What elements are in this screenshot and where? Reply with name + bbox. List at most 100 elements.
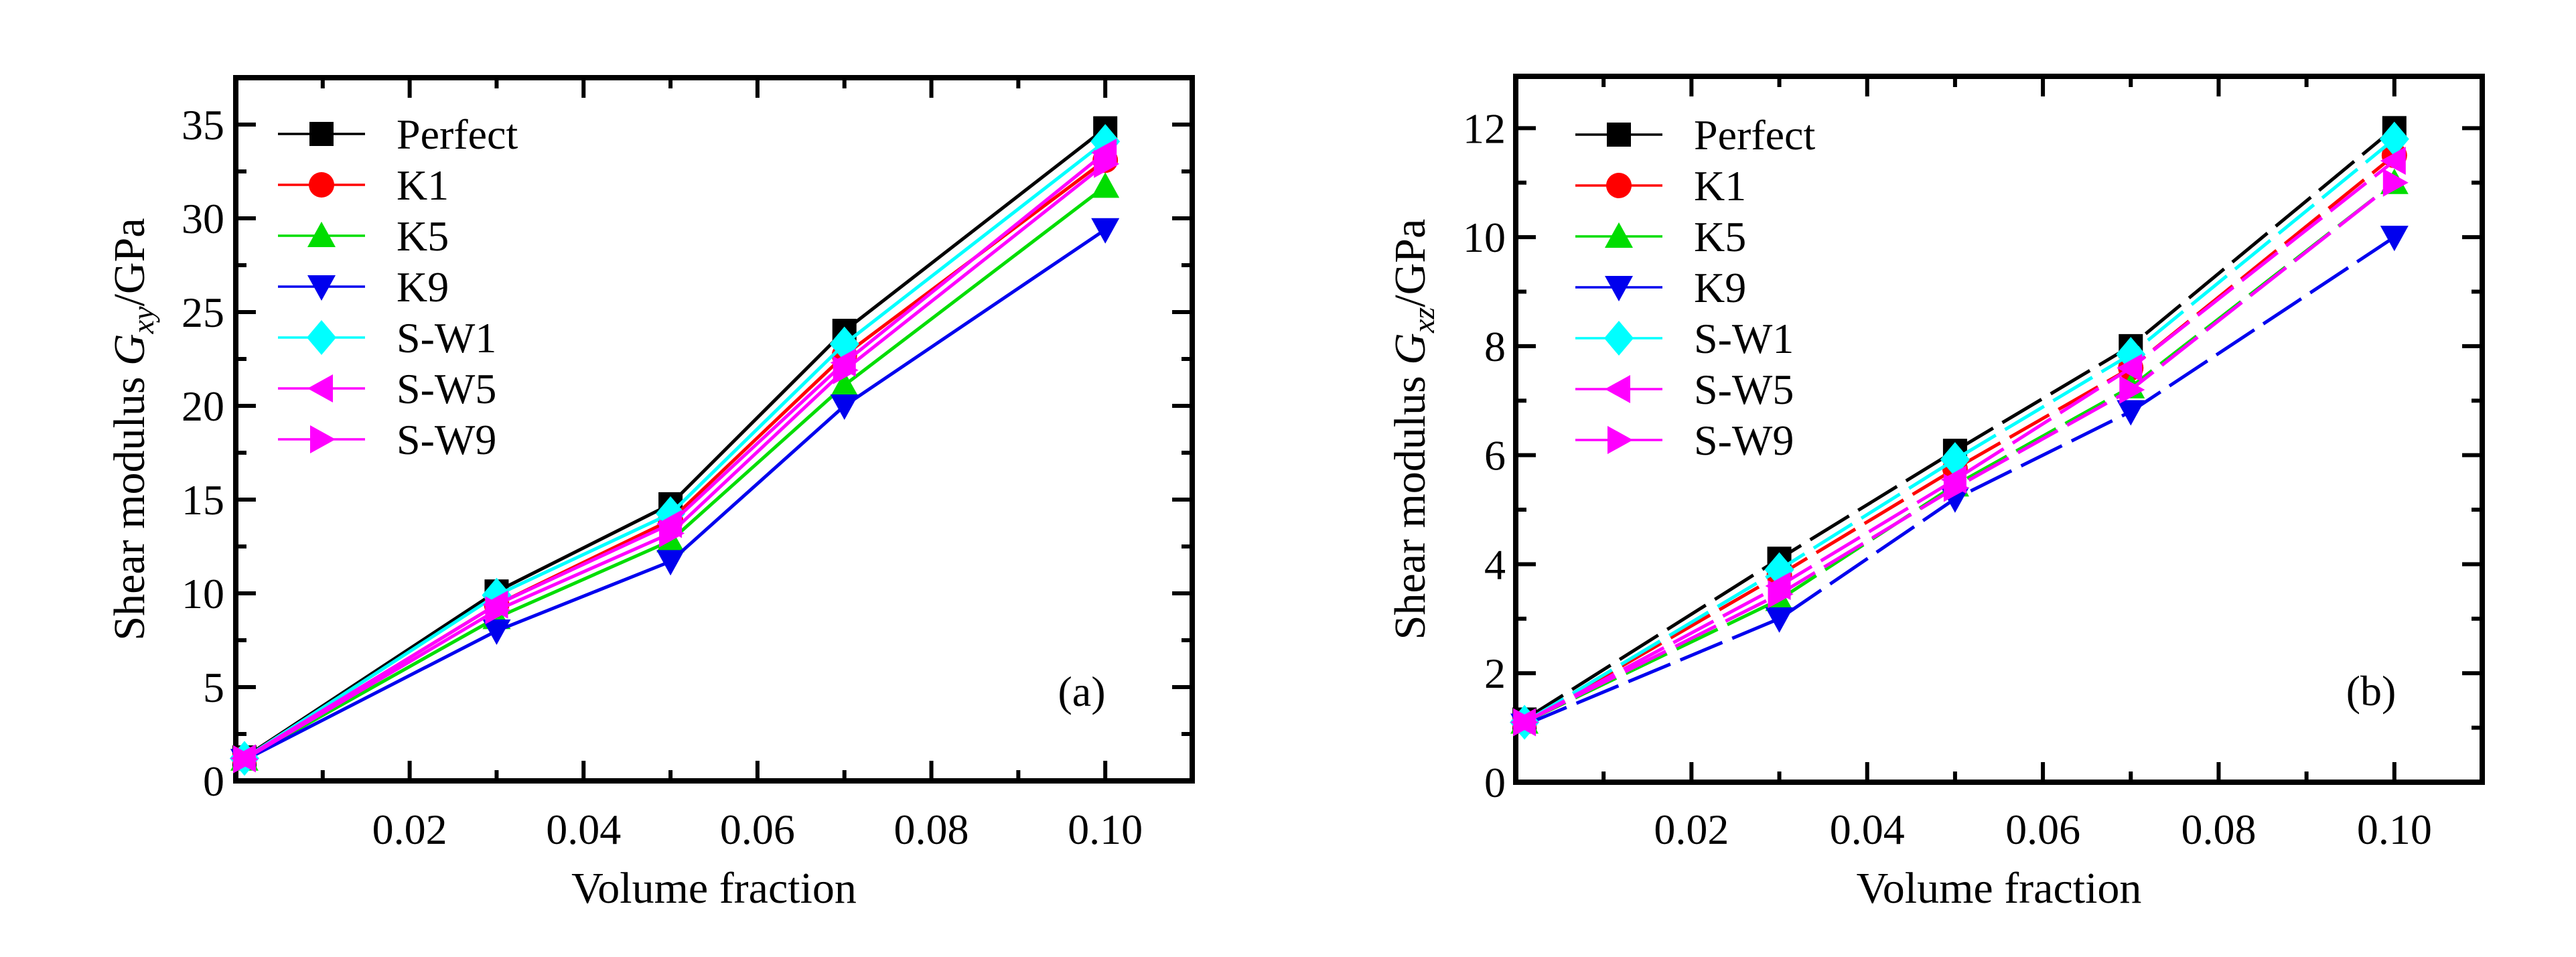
y-tick-labels-a: 0 5 10 15 20 25 30 35 xyxy=(182,101,224,805)
y-tick-label: 2 xyxy=(1484,650,1506,697)
triangle-right-marker xyxy=(485,596,511,625)
y-tick-label: 35 xyxy=(182,101,224,149)
legend-label: K1 xyxy=(397,161,449,209)
triangle-right-marker xyxy=(2119,375,2145,404)
legend-label: K9 xyxy=(1694,264,1746,311)
x-tick-label: 0.02 xyxy=(372,806,447,853)
legend-entry-Perfect: Perfect xyxy=(278,111,518,158)
y-tick-label: 6 xyxy=(1484,432,1506,480)
legend-circle-marker xyxy=(1606,173,1632,198)
x-tick-label: 0.04 xyxy=(546,806,621,853)
x-tick-label: 0.08 xyxy=(2181,806,2256,853)
legend-triangle-up-marker xyxy=(1605,222,1633,248)
legend-label: S-W9 xyxy=(1694,417,1794,464)
legend-triangle-right-marker xyxy=(310,425,336,453)
y-tick-label: 25 xyxy=(182,289,224,336)
series-b-S-W9 xyxy=(1513,168,2409,737)
legend-label: Perfect xyxy=(397,111,518,158)
legend-label: K5 xyxy=(1694,213,1746,261)
triangle-down-marker xyxy=(656,550,685,576)
triangle-up-marker xyxy=(830,371,859,397)
legend-label: K5 xyxy=(397,212,449,260)
legend-entry-S-W5: S-W5 xyxy=(278,365,496,413)
series-line xyxy=(243,140,1106,760)
legend-triangle-down-marker xyxy=(1605,276,1633,301)
legend-entry-S-W5: S-W5 xyxy=(1575,366,1794,413)
legend-triangle-right-marker xyxy=(1607,426,1633,454)
y-axis-title-b: Shear modulus Gxz/GPa xyxy=(1386,219,1441,640)
legend-label: S-W1 xyxy=(1694,315,1794,362)
diamond-marker xyxy=(2379,121,2409,157)
legend-label: S-W9 xyxy=(397,416,496,463)
triangle-right-marker xyxy=(1943,473,1969,502)
triangle-left-marker xyxy=(2380,147,2406,175)
legend-entry-K9: K9 xyxy=(1575,264,1746,311)
y-tick-label: 15 xyxy=(182,476,224,524)
legend-triangle-left-marker xyxy=(1605,375,1630,403)
triangle-right-marker xyxy=(833,356,859,384)
legend-entry-K1: K1 xyxy=(1575,162,1746,210)
triangle-right-marker xyxy=(1513,708,1539,737)
legend-entry-K5: K5 xyxy=(1575,213,1746,261)
x-axis-title-b: Volume fraction xyxy=(1857,864,2142,913)
triangle-right-marker xyxy=(659,519,685,548)
legend-label: S-W1 xyxy=(397,314,496,362)
legend-square-marker xyxy=(309,122,334,146)
series-b-S-W1 xyxy=(1510,121,2409,740)
series-a-Perfect xyxy=(232,116,1118,769)
x-tick-label: 0.06 xyxy=(720,806,795,853)
legend-circle-marker xyxy=(309,172,334,198)
triangle-down-marker xyxy=(1091,218,1120,244)
y-tick-label: 0 xyxy=(203,757,224,805)
legend-diamond-marker xyxy=(1604,321,1634,356)
triangle-right-marker xyxy=(232,745,259,774)
axis-frame-a xyxy=(233,75,1195,784)
x-tick-label: 0.08 xyxy=(894,806,969,853)
legend-entry-S-W9: S-W9 xyxy=(1575,417,1794,464)
x-tick-label: 0.02 xyxy=(1654,806,1729,853)
x-tick-label: 0.10 xyxy=(2357,806,2432,853)
triangle-left-marker xyxy=(2117,354,2143,382)
panel-annotation-a: (a) xyxy=(1058,668,1105,715)
y-tick-label: 10 xyxy=(1463,214,1506,261)
series-line xyxy=(1523,137,2396,724)
legend-label: S-W5 xyxy=(1694,366,1794,413)
legend-entry-K5: K5 xyxy=(278,212,449,260)
ticks-a xyxy=(236,78,1192,781)
panel-a: 0.02 0.04 0.06 0.08 0.10 0 5 10 15 20 25 30 35 Volume… xyxy=(105,75,1195,913)
series-a-S-W9 xyxy=(232,149,1120,774)
y-tick-label: 8 xyxy=(1484,323,1506,370)
triangle-down-marker xyxy=(482,619,511,645)
series-line xyxy=(243,159,1106,760)
y-tick-label: 0 xyxy=(1484,759,1506,806)
series-a-K9 xyxy=(230,218,1120,775)
ticks-b xyxy=(1516,76,2482,782)
series-line xyxy=(1523,127,2396,721)
legend-entry-K1: K1 xyxy=(278,161,449,209)
x-axis-title-a: Volume fraction xyxy=(571,864,857,913)
legend-square-marker xyxy=(1607,123,1631,147)
y-tick-label: 4 xyxy=(1484,540,1506,588)
x-tick-label: 0.10 xyxy=(1068,806,1143,853)
legend-label: K1 xyxy=(1694,162,1746,210)
triangle-down-marker xyxy=(830,394,859,420)
panel-annotation-b: (b) xyxy=(2346,667,2396,715)
triangle-right-marker xyxy=(2382,168,2409,197)
y-tick-label: 30 xyxy=(182,195,224,242)
triangle-down-marker xyxy=(2117,400,2145,426)
series-b-Perfect xyxy=(1512,116,2407,732)
legend-entry-Perfect: Perfect xyxy=(1575,111,1815,159)
y-tick-label: 10 xyxy=(182,570,224,617)
legend-diamond-marker xyxy=(307,320,336,355)
y-tick-label: 20 xyxy=(182,382,224,430)
legend-entry-S-W1: S-W1 xyxy=(1575,315,1794,362)
triangle-down-marker xyxy=(1765,607,1794,633)
legend-entry-S-W1: S-W1 xyxy=(278,314,496,362)
y-tick-label: 12 xyxy=(1463,104,1506,152)
x-tick-labels-b: 0.02 0.04 0.06 0.08 0.10 xyxy=(1654,806,2431,853)
x-tick-label: 0.06 xyxy=(2005,806,2080,853)
x-tick-labels-a: 0.02 0.04 0.06 0.08 0.10 xyxy=(372,806,1143,853)
